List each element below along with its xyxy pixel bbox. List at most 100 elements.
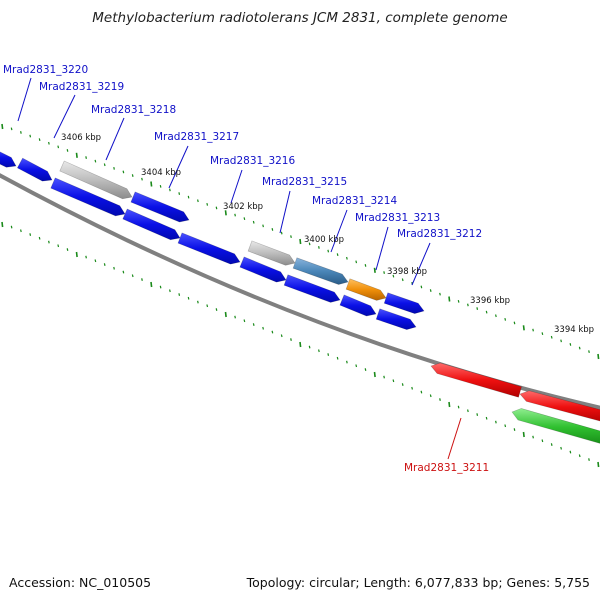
gene-arrow-mrad2831-3209[interactable] — [511, 408, 600, 445]
tick-upper-18 — [169, 188, 171, 192]
tick-upper-30 — [280, 231, 283, 235]
tick-lower-37 — [346, 360, 348, 364]
tick-upper-24 — [224, 210, 227, 216]
map-title: Methylobacterium radiotolerans JCM 2831,… — [92, 10, 508, 26]
leader-line-2 — [105, 117, 125, 161]
tick-lower-64 — [597, 461, 600, 468]
tick-upper-58 — [541, 332, 544, 336]
tick-lower-63 — [588, 458, 590, 461]
tick-upper-47 — [439, 292, 441, 296]
tick-upper-33 — [308, 242, 311, 246]
tick-upper-49 — [457, 299, 460, 303]
scale-label-3396: 3396 kbp — [470, 296, 510, 306]
tick-upper-46 — [429, 289, 432, 292]
tick-lower-33 — [308, 345, 311, 349]
gene-label-mrad2831-3219[interactable]: Mrad2831_3219 — [39, 81, 124, 93]
gene-arrow-mrad2831-3216b[interactable] — [239, 256, 287, 283]
tick-upper-13 — [122, 170, 125, 174]
gene-arrow-mrad2831-3220[interactable] — [16, 157, 53, 182]
tick-upper-56 — [522, 325, 525, 331]
tick-upper-23 — [215, 206, 218, 210]
gene-arrow-mrad2831-3214[interactable] — [292, 257, 349, 285]
tick-upper-39 — [364, 264, 367, 267]
tick-lower-39 — [364, 368, 367, 371]
tick-upper-64 — [597, 353, 600, 360]
tick-upper-11 — [103, 163, 106, 167]
gene-label-mrad2831-3216[interactable]: Mrad2831_3216 — [210, 155, 295, 167]
tick-lower-44 — [411, 386, 413, 390]
tick-upper-34 — [318, 246, 320, 249]
tick-lower-45 — [420, 390, 423, 394]
tick-lower-20 — [187, 296, 190, 300]
gene-arrow-mrad2831-3215-gray[interactable] — [247, 240, 296, 266]
tick-upper-60 — [560, 339, 562, 343]
tick-upper-9 — [85, 156, 87, 159]
gene-label-mrad2831-3214[interactable]: Mrad2831_3214 — [312, 195, 397, 207]
tick-upper-4 — [38, 138, 41, 142]
tick-upper-28 — [262, 224, 264, 228]
leader-line-9 — [447, 417, 462, 460]
tick-lower-30 — [280, 334, 283, 338]
gene-label-mrad2831-3217[interactable]: Mrad2831_3217 — [154, 131, 239, 143]
tick-lower-0 — [1, 221, 4, 228]
scale-label-3398: 3398 kbp — [387, 267, 427, 277]
tick-upper-48 — [448, 296, 451, 302]
gene-arrow-mrad2831-3212[interactable] — [383, 292, 425, 314]
leader-line-8 — [411, 242, 431, 286]
tick-upper-10 — [94, 159, 97, 163]
gene-arrow-mrad2831-3219-gray[interactable] — [59, 160, 133, 200]
leader-line-0 — [17, 77, 32, 122]
gene-label-mrad2831-3213[interactable]: Mrad2831_3213 — [355, 212, 440, 224]
tick-upper-37 — [346, 256, 348, 260]
tick-lower-9 — [85, 255, 87, 259]
tick-lower-21 — [197, 300, 199, 304]
tick-lower-54 — [504, 424, 507, 428]
gene-arrow-mrad2831-3213b[interactable] — [375, 308, 417, 330]
tick-lower-8 — [75, 251, 78, 258]
tick-lower-7 — [66, 248, 69, 251]
scale-label-3406: 3406 kbp — [61, 133, 101, 143]
tick-upper-7 — [66, 149, 69, 152]
tick-lower-52 — [485, 416, 488, 420]
tick-lower-62 — [578, 454, 581, 458]
gene-arrow-mrad2831-3218[interactable] — [122, 208, 181, 241]
tick-upper-53 — [495, 314, 497, 318]
gene-label-mrad2831-3215[interactable]: Mrad2831_3215 — [262, 176, 347, 188]
tick-lower-6 — [57, 244, 60, 248]
tick-lower-19 — [178, 293, 181, 296]
gene-label-mrad2831-3211[interactable]: Mrad2831_3211 — [404, 462, 489, 474]
tick-lower-59 — [550, 443, 553, 446]
tick-upper-61 — [569, 343, 572, 346]
gene-arrow-mrad2831-3215[interactable] — [283, 274, 341, 303]
tick-upper-0 — [1, 123, 4, 130]
gene-label-mrad2831-3220[interactable]: Mrad2831_3220 — [3, 64, 88, 76]
gene-arrow-mrad2831-3210[interactable] — [519, 390, 600, 424]
gene-arrow-mrad2831-3214b[interactable] — [339, 294, 377, 317]
tick-upper-51 — [476, 307, 479, 310]
tick-upper-29 — [271, 228, 274, 231]
gene-arrow-mrad2831-3221[interactable] — [0, 148, 17, 168]
scale-label-3404: 3404 kbp — [141, 168, 181, 178]
tick-lower-1 — [10, 225, 13, 229]
gene-arrow-mrad2831-3219[interactable] — [50, 177, 126, 217]
tick-lower-49 — [457, 405, 460, 409]
tick-lower-23 — [215, 308, 218, 311]
gene-label-mrad2831-3218[interactable]: Mrad2831_3218 — [91, 104, 176, 116]
gene-arrow-mrad2831-3213[interactable] — [345, 278, 387, 301]
gene-label-mrad2831-3212[interactable]: Mrad2831_3212 — [397, 228, 482, 240]
tick-lower-42 — [392, 379, 395, 383]
tick-upper-26 — [243, 217, 246, 221]
leader-line-3 — [168, 145, 189, 189]
tick-lower-10 — [94, 259, 97, 263]
leader-line-6 — [330, 209, 348, 253]
tick-lower-13 — [122, 270, 125, 274]
tick-upper-54 — [504, 317, 507, 321]
tick-upper-27 — [252, 220, 255, 224]
gene-arrow-mrad2831-3211[interactable] — [430, 362, 522, 398]
gene-arrow-mrad2831-3217[interactable] — [130, 191, 190, 223]
tick-upper-6 — [57, 145, 60, 149]
tick-upper-8 — [75, 152, 78, 158]
tick-lower-32 — [299, 341, 302, 348]
gene-arrow-mrad2831-3216[interactable] — [177, 232, 241, 265]
tick-lower-40 — [373, 371, 376, 378]
